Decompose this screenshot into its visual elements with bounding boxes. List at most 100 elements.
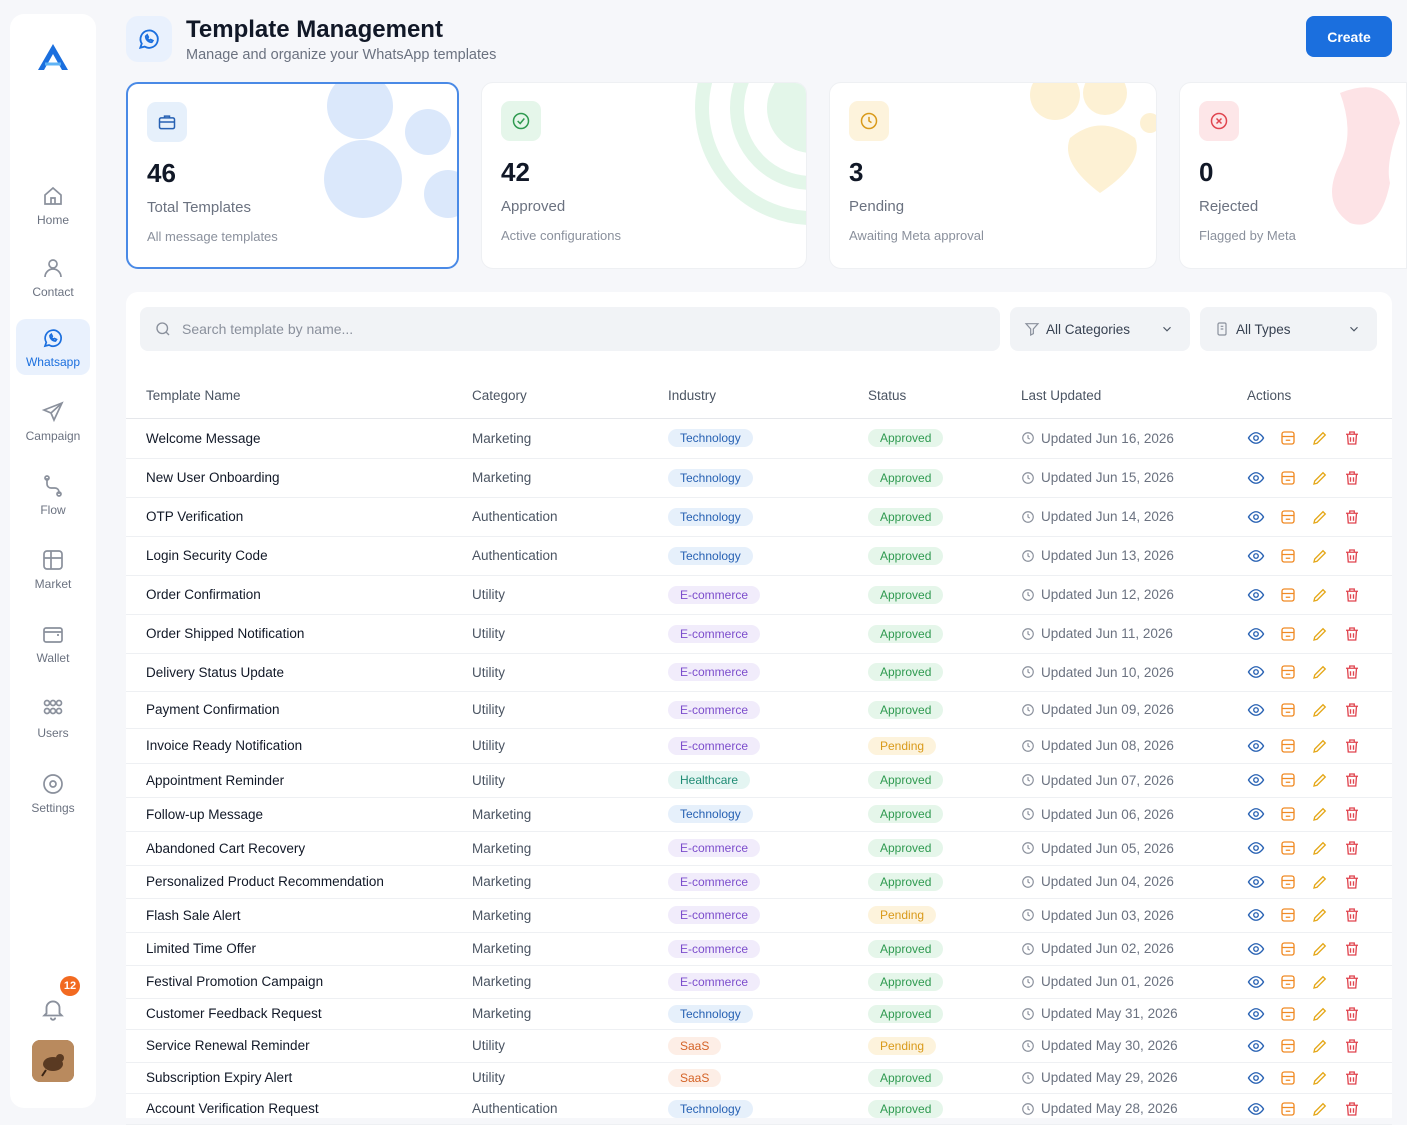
duplicate-icon[interactable] bbox=[1279, 873, 1297, 891]
view-icon[interactable] bbox=[1247, 663, 1265, 681]
trash-icon[interactable] bbox=[1343, 839, 1361, 857]
edit-icon[interactable] bbox=[1311, 547, 1329, 565]
table-row[interactable]: New User Onboarding Marketing Technology Ap… bbox=[126, 458, 1392, 498]
edit-icon[interactable] bbox=[1311, 508, 1329, 526]
duplicate-icon[interactable] bbox=[1279, 906, 1297, 924]
sidebar-item-market[interactable]: Market bbox=[16, 541, 90, 597]
table-row[interactable]: Welcome Message Marketing Technology Approv… bbox=[126, 418, 1392, 459]
table-row[interactable]: Subscription Expiry Alert Utility SaaS Appr… bbox=[126, 1062, 1392, 1094]
trash-icon[interactable] bbox=[1343, 547, 1361, 565]
search-input[interactable]: Search template by name... bbox=[140, 307, 1000, 351]
edit-icon[interactable] bbox=[1311, 839, 1329, 857]
edit-icon[interactable] bbox=[1311, 1100, 1329, 1118]
table-row[interactable]: Order Shipped Notification Utility E-comme… bbox=[126, 614, 1392, 654]
view-icon[interactable] bbox=[1247, 737, 1265, 755]
edit-icon[interactable] bbox=[1311, 973, 1329, 991]
duplicate-icon[interactable] bbox=[1279, 805, 1297, 823]
table-row[interactable]: Order Confirmation Utility E-commerce Appro… bbox=[126, 575, 1392, 615]
edit-icon[interactable] bbox=[1311, 906, 1329, 924]
duplicate-icon[interactable] bbox=[1279, 547, 1297, 565]
view-icon[interactable] bbox=[1247, 839, 1265, 857]
trash-icon[interactable] bbox=[1343, 1069, 1361, 1087]
view-icon[interactable] bbox=[1247, 1037, 1265, 1055]
trash-icon[interactable] bbox=[1343, 701, 1361, 719]
stat-card-rejected[interactable]: 0 Rejected Flagged by Meta bbox=[1179, 82, 1407, 269]
sidebar-item-flow[interactable]: Flow bbox=[16, 467, 90, 523]
edit-icon[interactable] bbox=[1311, 701, 1329, 719]
duplicate-icon[interactable] bbox=[1279, 1005, 1297, 1023]
edit-icon[interactable] bbox=[1311, 469, 1329, 487]
duplicate-icon[interactable] bbox=[1279, 737, 1297, 755]
view-icon[interactable] bbox=[1247, 547, 1265, 565]
table-row[interactable]: Login Security Code Authentication Technol… bbox=[126, 536, 1392, 576]
duplicate-icon[interactable] bbox=[1279, 701, 1297, 719]
view-icon[interactable] bbox=[1247, 873, 1265, 891]
edit-icon[interactable] bbox=[1311, 663, 1329, 681]
edit-icon[interactable] bbox=[1311, 805, 1329, 823]
table-row[interactable]: Invoice Ready Notification Utility E-comme… bbox=[126, 728, 1392, 764]
duplicate-icon[interactable] bbox=[1279, 1037, 1297, 1055]
view-icon[interactable] bbox=[1247, 906, 1265, 924]
trash-icon[interactable] bbox=[1343, 625, 1361, 643]
trash-icon[interactable] bbox=[1343, 973, 1361, 991]
table-row[interactable]: Payment Confirmation Utility E-commerce App… bbox=[126, 691, 1392, 729]
edit-icon[interactable] bbox=[1311, 1037, 1329, 1055]
duplicate-icon[interactable] bbox=[1279, 1100, 1297, 1118]
edit-icon[interactable] bbox=[1311, 1069, 1329, 1087]
column-header[interactable]: Status bbox=[868, 374, 1021, 419]
table-row[interactable]: Delivery Status Update Utility E-commerce A… bbox=[126, 653, 1392, 692]
duplicate-icon[interactable] bbox=[1279, 940, 1297, 958]
edit-icon[interactable] bbox=[1311, 940, 1329, 958]
edit-icon[interactable] bbox=[1311, 625, 1329, 643]
sidebar-item-home[interactable]: Home bbox=[16, 177, 90, 233]
duplicate-icon[interactable] bbox=[1279, 625, 1297, 643]
trash-icon[interactable] bbox=[1343, 1100, 1361, 1118]
duplicate-icon[interactable] bbox=[1279, 508, 1297, 526]
stat-card-total[interactable]: 46 Total Templates All message templates bbox=[126, 82, 459, 269]
bell-icon[interactable] bbox=[40, 996, 66, 1022]
trash-icon[interactable] bbox=[1343, 429, 1361, 447]
sidebar-item-settings[interactable]: Settings bbox=[16, 765, 90, 821]
table-row[interactable]: Follow-up Message Marketing Technology Appr… bbox=[126, 797, 1392, 832]
trash-icon[interactable] bbox=[1343, 469, 1361, 487]
view-icon[interactable] bbox=[1247, 701, 1265, 719]
column-header[interactable]: Last Updated bbox=[1021, 374, 1247, 419]
duplicate-icon[interactable] bbox=[1279, 469, 1297, 487]
trash-icon[interactable] bbox=[1343, 940, 1361, 958]
edit-icon[interactable] bbox=[1311, 429, 1329, 447]
view-icon[interactable] bbox=[1247, 1100, 1265, 1118]
view-icon[interactable] bbox=[1247, 771, 1265, 789]
view-icon[interactable] bbox=[1247, 973, 1265, 991]
view-icon[interactable] bbox=[1247, 940, 1265, 958]
table-row[interactable]: Personalized Product Recommendation Marke… bbox=[126, 865, 1392, 899]
trash-icon[interactable] bbox=[1343, 663, 1361, 681]
table-row[interactable]: Account Verification Request Authenticati… bbox=[126, 1093, 1392, 1125]
column-header[interactable]: Category bbox=[472, 374, 668, 419]
duplicate-icon[interactable] bbox=[1279, 771, 1297, 789]
view-icon[interactable] bbox=[1247, 586, 1265, 604]
trash-icon[interactable] bbox=[1343, 1037, 1361, 1055]
view-icon[interactable] bbox=[1247, 1005, 1265, 1023]
trash-icon[interactable] bbox=[1343, 805, 1361, 823]
table-row[interactable]: Customer Feedback Request Marketing Techno… bbox=[126, 998, 1392, 1030]
duplicate-icon[interactable] bbox=[1279, 663, 1297, 681]
stat-card-pending[interactable]: 3 Pending Awaiting Meta approval bbox=[829, 82, 1157, 269]
sidebar-item-contact[interactable]: Contact bbox=[16, 249, 90, 305]
avatar[interactable] bbox=[32, 1040, 74, 1082]
sidebar-item-users[interactable]: Users bbox=[16, 690, 90, 746]
trash-icon[interactable] bbox=[1343, 508, 1361, 526]
create-button[interactable]: Create bbox=[1306, 16, 1392, 57]
edit-icon[interactable] bbox=[1311, 586, 1329, 604]
trash-icon[interactable] bbox=[1343, 873, 1361, 891]
view-icon[interactable] bbox=[1247, 1069, 1265, 1087]
category-dropdown[interactable]: All Categories bbox=[1010, 307, 1190, 351]
type-dropdown[interactable]: All Types bbox=[1200, 307, 1377, 351]
table-row[interactable]: Limited Time Offer Marketing E-commerce App… bbox=[126, 932, 1392, 966]
view-icon[interactable] bbox=[1247, 625, 1265, 643]
table-row[interactable]: Appointment Reminder Utility Healthcare App… bbox=[126, 763, 1392, 798]
view-icon[interactable] bbox=[1247, 508, 1265, 526]
view-icon[interactable] bbox=[1247, 805, 1265, 823]
column-header[interactable]: Template Name bbox=[126, 374, 472, 419]
trash-icon[interactable] bbox=[1343, 586, 1361, 604]
duplicate-icon[interactable] bbox=[1279, 839, 1297, 857]
